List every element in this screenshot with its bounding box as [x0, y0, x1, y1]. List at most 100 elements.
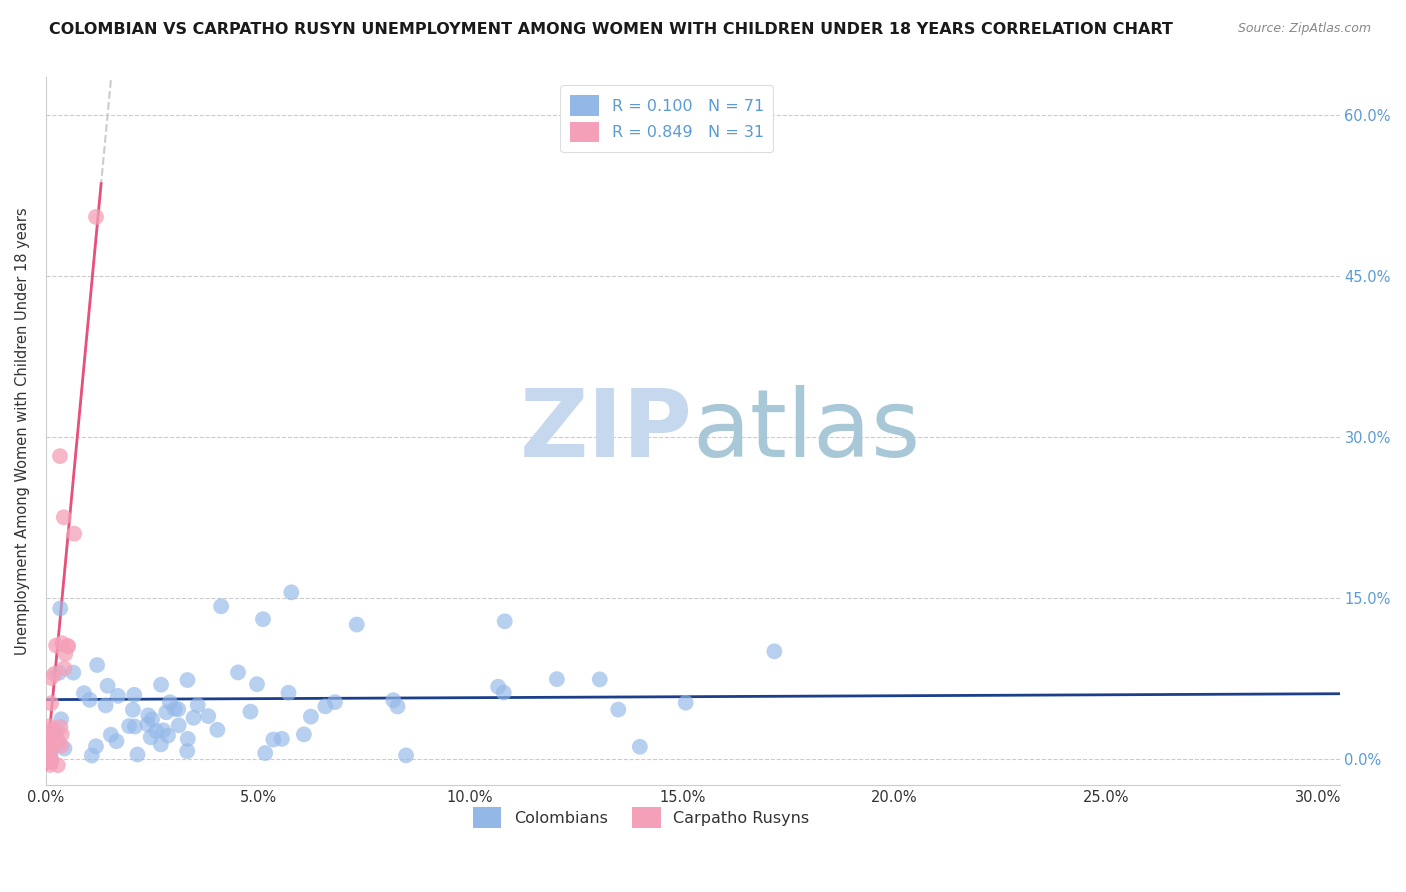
Point [49, 712, 72, 726]
Point [628, 739, 651, 754]
Point [763, 644, 786, 658]
Point [38, 719, 60, 733]
Point [48, 665, 70, 680]
Point [39, 746, 62, 760]
Point [314, 699, 336, 714]
Point [152, 723, 174, 738]
Text: Source: ZipAtlas.com: Source: ZipAtlas.com [1237, 22, 1371, 36]
Point [51, 739, 73, 753]
Point [39, 735, 62, 749]
Point [156, 729, 179, 743]
Point [37, 733, 59, 747]
Point [49, 720, 72, 734]
Point [252, 612, 274, 626]
Point [46, 734, 69, 748]
Point [299, 709, 322, 723]
Point [226, 665, 249, 680]
Point [246, 677, 269, 691]
Point [262, 732, 284, 747]
Point [167, 702, 190, 716]
Point [100, 728, 122, 742]
Point [270, 731, 292, 746]
Point [56, 640, 79, 654]
Point [254, 746, 277, 760]
Point [150, 678, 173, 692]
Point [167, 718, 190, 732]
Point [155, 706, 177, 720]
Point [141, 712, 163, 726]
Point [124, 719, 146, 733]
Point [45, 726, 67, 740]
Point [42, 723, 65, 737]
Point [207, 723, 229, 737]
Point [346, 617, 368, 632]
Point [97, 679, 120, 693]
Point [589, 673, 612, 687]
Point [382, 693, 405, 707]
Point [122, 703, 145, 717]
Point [39, 671, 62, 685]
Point [607, 703, 630, 717]
Point [35, 724, 58, 739]
Point [323, 695, 346, 709]
Point [149, 738, 172, 752]
Point [39, 725, 62, 739]
Point [492, 685, 515, 699]
Point [277, 686, 299, 700]
Point [49, 601, 72, 615]
Point [41, 755, 63, 769]
Point [105, 734, 128, 748]
Point [39, 744, 62, 758]
Legend: Colombians, Carpatho Rusyns: Colombians, Carpatho Rusyns [467, 801, 815, 834]
Point [136, 717, 159, 731]
Point [494, 615, 516, 629]
Point [62, 665, 84, 680]
Point [79, 693, 101, 707]
Point [56, 639, 79, 653]
Point [139, 731, 162, 745]
Point [209, 599, 232, 614]
Point [63, 526, 86, 541]
Point [38, 743, 60, 757]
Text: COLOMBIAN VS CARPATHO RUSYN UNEMPLOYMENT AMONG WOMEN WITH CHILDREN UNDER 18 YEAR: COLOMBIAN VS CARPATHO RUSYN UNEMPLOYMENT… [49, 22, 1173, 37]
Point [84, 739, 107, 754]
Point [197, 709, 219, 723]
Point [53, 741, 76, 756]
Point [118, 719, 141, 733]
Point [486, 680, 509, 694]
Point [86, 658, 108, 673]
Point [39, 755, 62, 769]
Point [280, 585, 302, 599]
Point [39, 696, 62, 710]
Point [53, 661, 76, 675]
Point [107, 689, 129, 703]
Point [145, 723, 167, 738]
Point [163, 702, 186, 716]
Point [37, 738, 59, 752]
Point [39, 758, 62, 772]
Point [49, 449, 72, 463]
Point [176, 744, 198, 758]
Point [122, 688, 145, 702]
Point [127, 747, 149, 762]
Point [183, 711, 205, 725]
Text: atlas: atlas [693, 385, 921, 477]
Point [51, 727, 73, 741]
Point [44, 667, 66, 681]
Point [675, 696, 697, 710]
Point [39, 750, 62, 764]
Point [395, 748, 418, 763]
Point [94, 698, 117, 713]
Point [136, 708, 159, 723]
Y-axis label: Unemployment Among Women with Children Under 18 years: Unemployment Among Women with Children U… [15, 208, 30, 656]
Point [73, 686, 96, 700]
Point [51, 636, 73, 650]
Point [80, 748, 103, 763]
Point [46, 758, 69, 772]
Point [387, 699, 409, 714]
Point [292, 727, 315, 741]
Text: ZIP: ZIP [520, 385, 693, 477]
Point [37, 737, 59, 751]
Point [84, 210, 107, 224]
Point [45, 639, 67, 653]
